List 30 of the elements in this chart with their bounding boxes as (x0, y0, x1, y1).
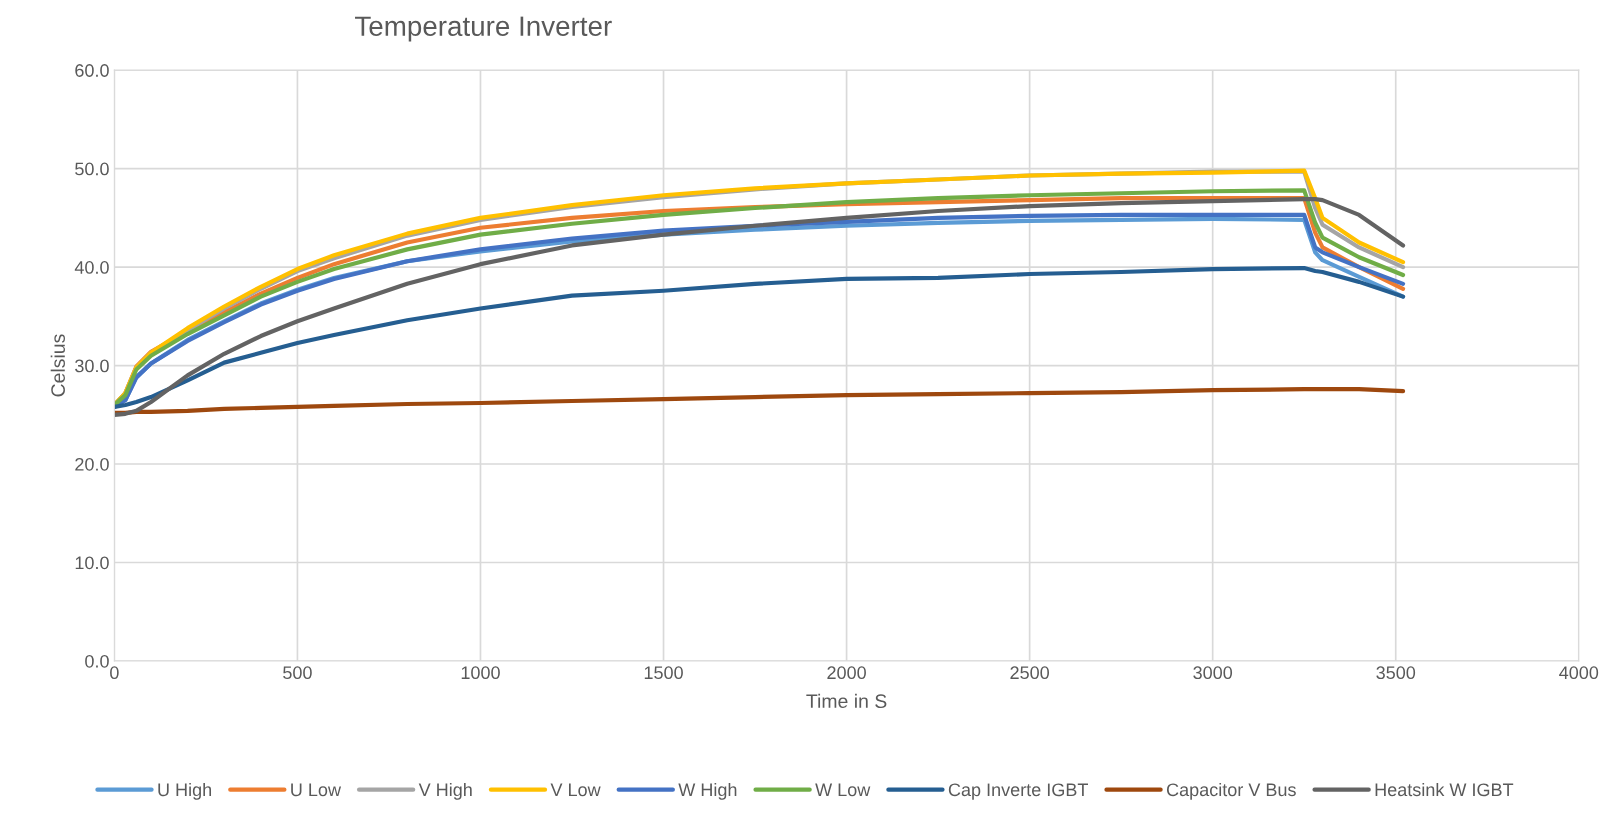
legend-label: W Low (815, 783, 871, 797)
x-tick-label: 3000 (1193, 666, 1233, 680)
legend-label: W High (678, 782, 737, 800)
x-tick-label: 2000 (827, 666, 866, 680)
legend-label: V Low (550, 783, 601, 797)
legend-label: Cap Inverte IGBT (948, 783, 1088, 800)
x-axis-title: Time in S (806, 693, 887, 709)
chart-title: Temperature Inverter (355, 16, 612, 42)
y-tick-label: 40.0 (74, 261, 109, 274)
legend-label: Capacitor V Bus (1166, 782, 1296, 800)
x-tick-label: 2500 (1010, 666, 1050, 680)
y-tick-label: 60.0 (75, 64, 109, 77)
x-tick-label: 3500 (1376, 666, 1416, 680)
y-tick-label: 10.0 (75, 556, 109, 570)
legend-label: Heatsink W IGBT (1375, 782, 1514, 797)
x-tick-label: 1500 (644, 666, 683, 680)
x-tick-label: 500 (283, 666, 312, 680)
y-axis-title: Celsius (50, 334, 65, 397)
line-series (114, 387, 1406, 415)
legend-label: V High (418, 782, 472, 800)
legend-label: U High (158, 782, 212, 800)
x-tick-label: 1000 (461, 666, 500, 680)
x-tick-label: 4000 (1559, 666, 1599, 680)
y-tick-label: 20.0 (75, 457, 109, 471)
y-tick-label: 50.0 (75, 162, 109, 176)
line-series (114, 266, 1406, 410)
y-tick-label: 30.0 (75, 359, 109, 373)
x-tick-label: 0 (110, 666, 119, 680)
y-tick-label: 0.0 (85, 654, 109, 668)
legend-label: U Low (291, 783, 342, 797)
